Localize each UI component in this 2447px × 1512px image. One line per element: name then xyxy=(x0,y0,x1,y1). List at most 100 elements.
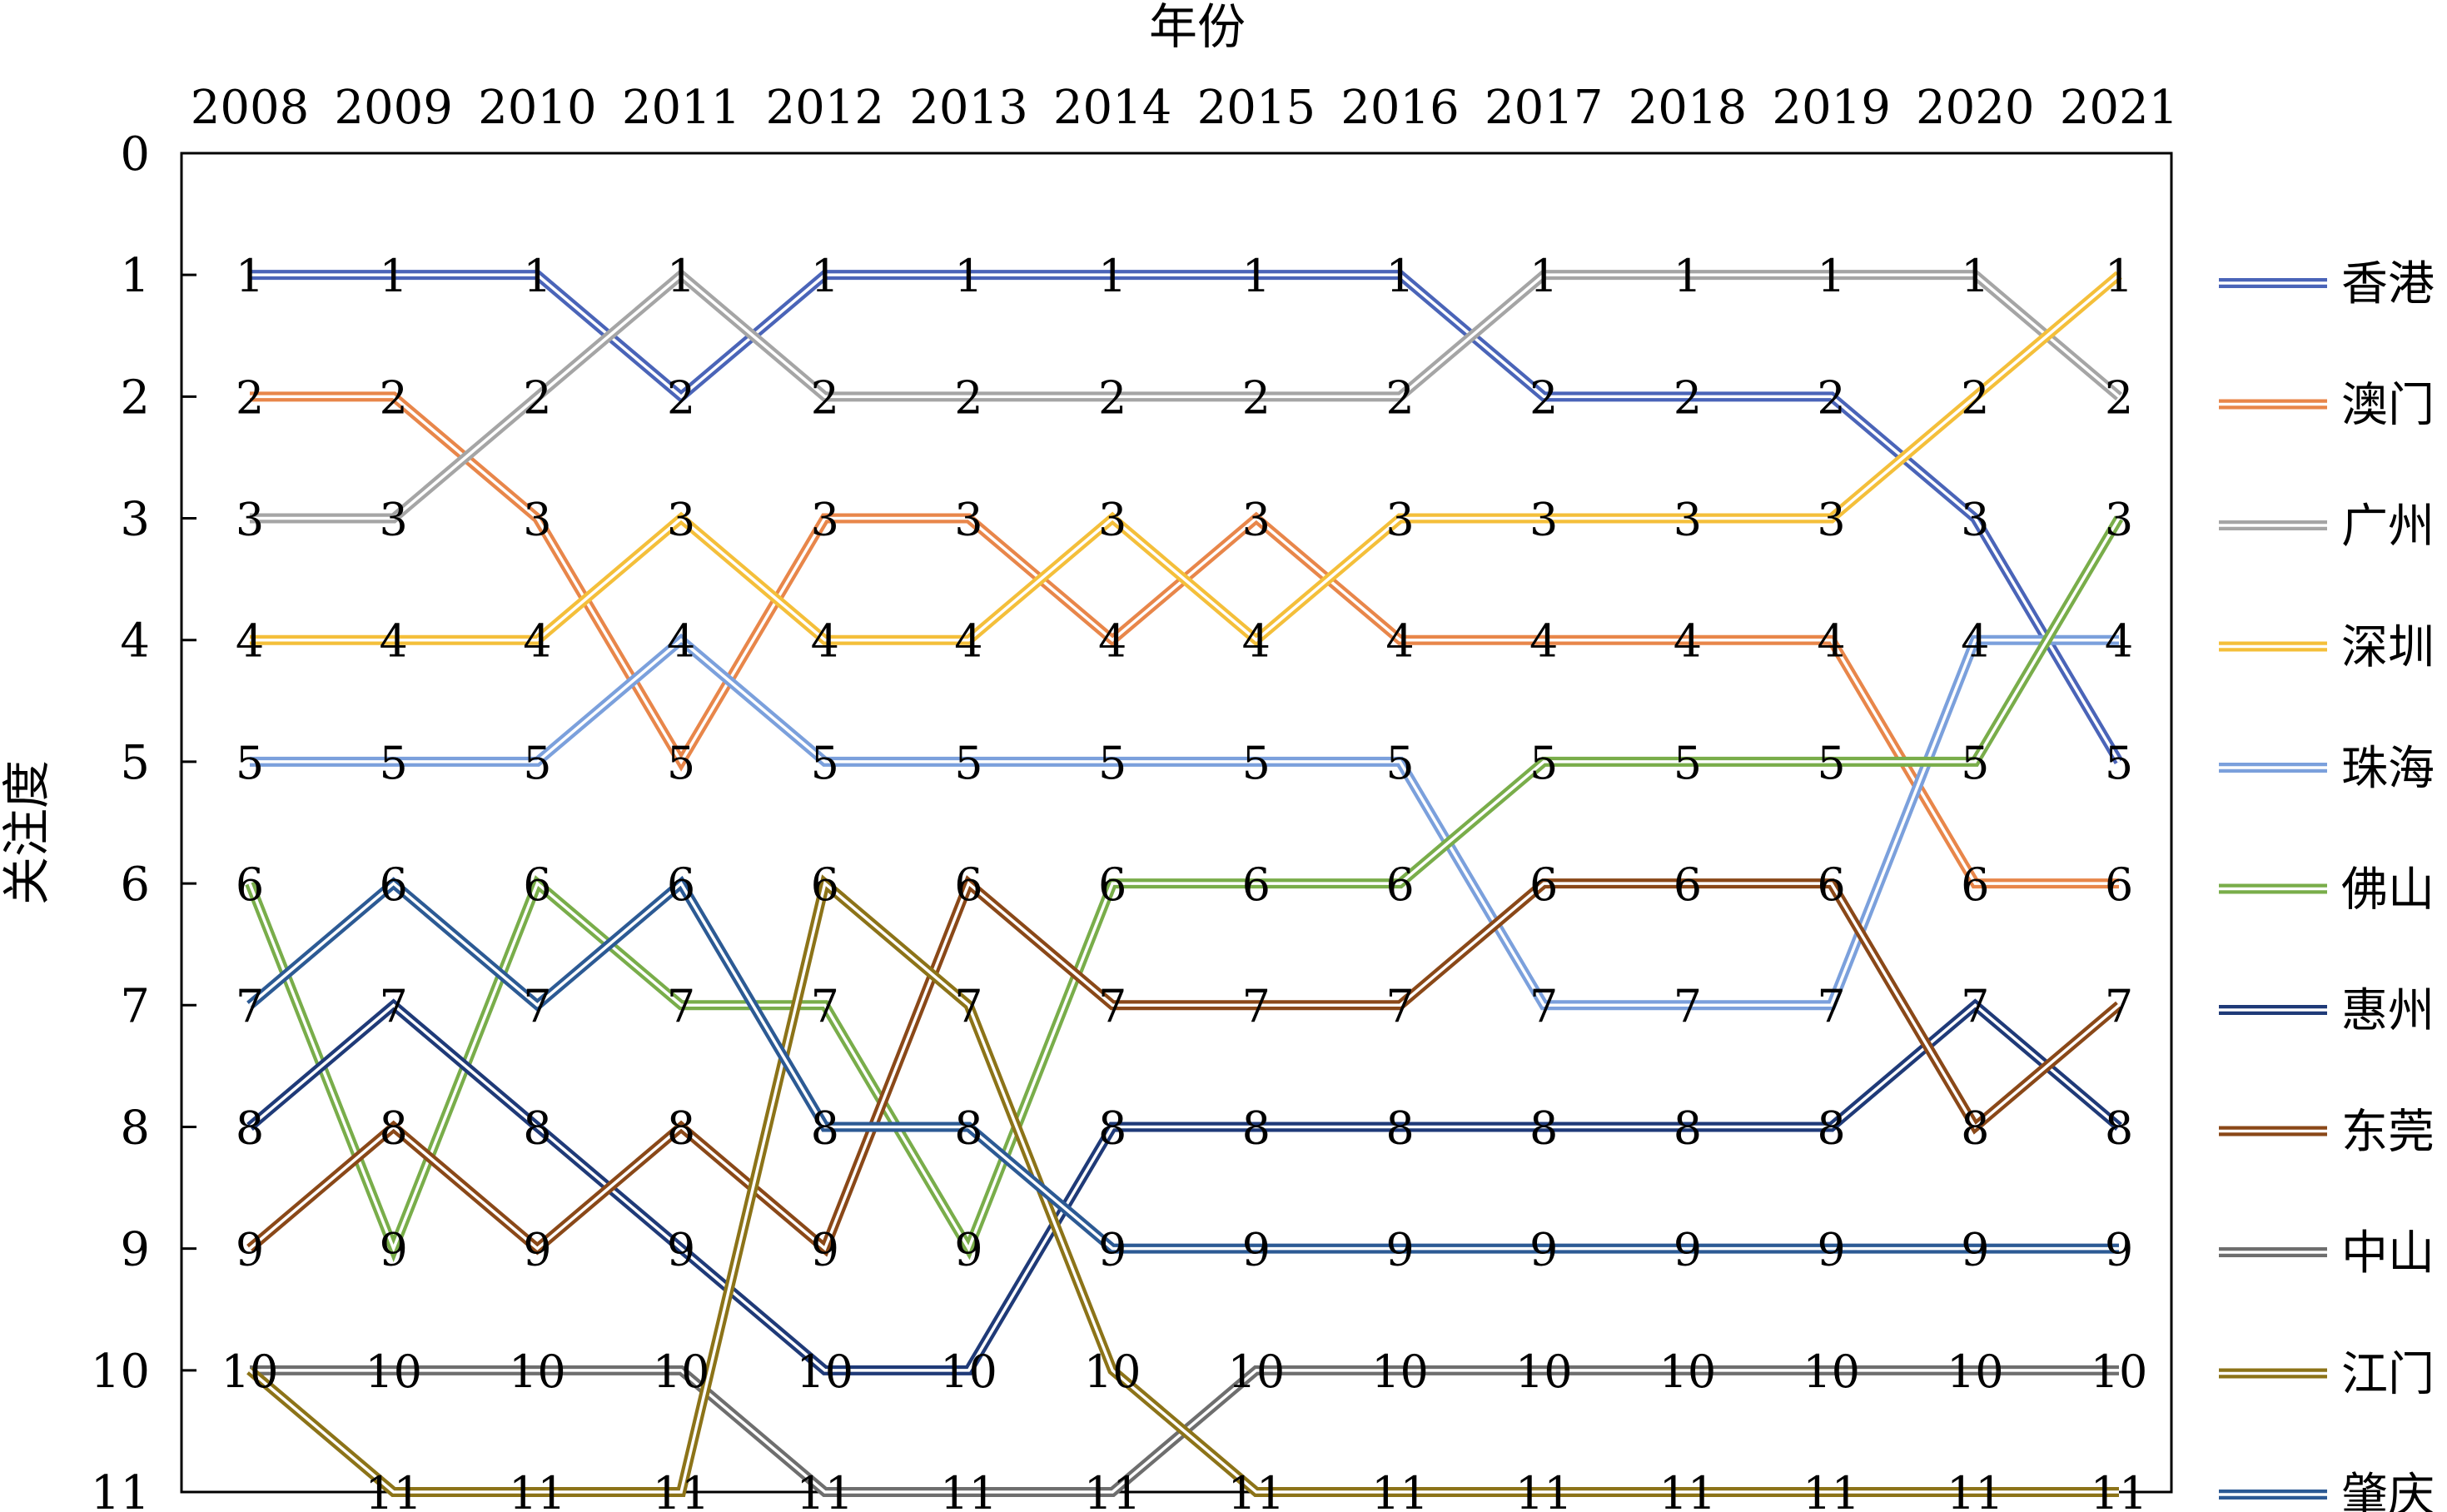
series-11 xyxy=(246,875,2119,1254)
point-label: 10 xyxy=(796,1345,853,1398)
point-label: 11 xyxy=(365,1467,422,1512)
point-label: 2 xyxy=(1242,371,1271,424)
point-label: 2 xyxy=(1817,371,1845,424)
series-line-inner xyxy=(248,517,2121,1253)
point-label: 1 xyxy=(1674,250,1702,302)
point-label: 9 xyxy=(1674,1224,1702,1276)
point-label: 9 xyxy=(236,1224,264,1276)
series-line-outer xyxy=(250,271,2122,647)
series-7 xyxy=(246,998,2122,1375)
point-label: 7 xyxy=(954,980,982,1032)
point-label: 10 xyxy=(509,1345,566,1398)
point-label: 7 xyxy=(1817,980,1845,1032)
point-label: 2 xyxy=(1674,371,1702,424)
point-label: 3 xyxy=(1961,494,1989,546)
point-label: 2 xyxy=(954,371,982,424)
point-label: 8 xyxy=(380,1102,408,1154)
point-label: 6 xyxy=(2105,858,2133,911)
point-label: 7 xyxy=(1961,980,1989,1032)
point-label: 8 xyxy=(1098,1102,1127,1154)
x-tick-label-2019: 2019 xyxy=(1772,81,1891,135)
x-tick-label-2014: 2014 xyxy=(1053,81,1172,135)
point-label: 6 xyxy=(1242,858,1271,911)
point-label: 6 xyxy=(811,858,839,911)
legend-label: 香港 xyxy=(2341,257,2435,311)
point-label: 7 xyxy=(1529,980,1558,1032)
series-line-outer xyxy=(246,875,2119,1254)
point-label: 8 xyxy=(1961,1102,1989,1154)
series-6 xyxy=(245,515,2124,1263)
point-label: 4 xyxy=(523,615,551,668)
legend-item-5: 珠海 xyxy=(2219,742,2435,796)
point-label: 7 xyxy=(1242,980,1271,1032)
legend-item-1: 香港 xyxy=(2219,257,2435,311)
x-tick-label-2012: 2012 xyxy=(766,81,885,135)
point-label: 6 xyxy=(1817,858,1845,911)
point-label: 10 xyxy=(365,1345,422,1398)
x-tick-label-2016: 2016 xyxy=(1340,81,1460,135)
y-tick-label-4: 4 xyxy=(120,614,150,669)
y-tick-label-11: 11 xyxy=(91,1466,150,1512)
point-label: 10 xyxy=(940,1345,997,1398)
point-label: 6 xyxy=(1674,858,1702,911)
point-label: 9 xyxy=(380,1224,408,1276)
point-label: 10 xyxy=(1515,1345,1573,1398)
point-label: 1 xyxy=(1385,250,1414,302)
series-4 xyxy=(250,271,2122,647)
point-label: 11 xyxy=(509,1467,566,1512)
point-label: 11 xyxy=(940,1467,997,1512)
point-label: 8 xyxy=(1529,1102,1558,1154)
point-label: 3 xyxy=(380,494,408,546)
point-label: 9 xyxy=(1242,1224,1271,1276)
point-label: 10 xyxy=(221,1345,279,1398)
legend-label: 惠州 xyxy=(2341,984,2435,1038)
point-label: 10 xyxy=(221,1345,279,1398)
legend-label: 中山 xyxy=(2341,1226,2435,1281)
point-label: 6 xyxy=(236,858,264,911)
point-label: 11 xyxy=(1803,1467,1860,1512)
point-label: 9 xyxy=(811,1224,839,1276)
point-label: 5 xyxy=(811,737,839,789)
point-label: 8 xyxy=(1674,1102,1702,1154)
series-5 xyxy=(250,633,2119,1011)
point-label: 7 xyxy=(2105,980,2133,1032)
point-label: 7 xyxy=(1674,980,1702,1032)
series-line-inner xyxy=(250,273,2121,763)
point-label: 5 xyxy=(236,737,264,789)
point-label: 5 xyxy=(1098,737,1127,789)
point-label: 3 xyxy=(523,494,551,546)
point-label: 8 xyxy=(954,1102,982,1154)
series-lines xyxy=(245,268,2124,1497)
point-label: 9 xyxy=(1961,1224,1989,1276)
y-tick-label-7: 7 xyxy=(120,979,150,1033)
y-tick-labels: 0 1 2 3 4 5 6 7 8 9 10 11 xyxy=(91,127,196,1512)
point-label: 1 xyxy=(1242,250,1271,302)
point-label: 4 xyxy=(236,615,264,668)
point-label: 3 xyxy=(1242,494,1271,546)
series-line-inner xyxy=(248,880,2119,1494)
y-axis-title: 关注度 xyxy=(0,760,55,905)
y-tick-label-9: 9 xyxy=(120,1223,150,1277)
series-1 xyxy=(250,270,2124,764)
series-3 xyxy=(250,268,2122,524)
y-tick-label-5: 5 xyxy=(120,736,150,790)
point-label: 6 xyxy=(380,858,408,911)
point-label: 8 xyxy=(1385,1102,1414,1154)
x-tick-label-2017: 2017 xyxy=(1485,81,1604,135)
y-tick-label-8: 8 xyxy=(120,1101,150,1155)
series-line-outer xyxy=(246,875,2122,1257)
legend-item-7: 惠州 xyxy=(2219,984,2435,1038)
y-tick-label-2: 2 xyxy=(120,371,150,425)
point-label: 11 xyxy=(1659,1467,1717,1512)
point-label: 2 xyxy=(1098,371,1127,424)
x-axis-title: 年份 xyxy=(1149,0,1246,55)
legend-item-3: 广州 xyxy=(2219,500,2435,554)
series-line-inner xyxy=(250,272,2121,520)
point-label: 9 xyxy=(1098,1224,1127,1276)
point-label: 1 xyxy=(380,250,408,302)
point-label: 10 xyxy=(1227,1345,1285,1398)
point-label: 2 xyxy=(380,371,408,424)
legend-item-2: 澳门 xyxy=(2219,379,2435,433)
point-label: 11 xyxy=(653,1467,710,1512)
